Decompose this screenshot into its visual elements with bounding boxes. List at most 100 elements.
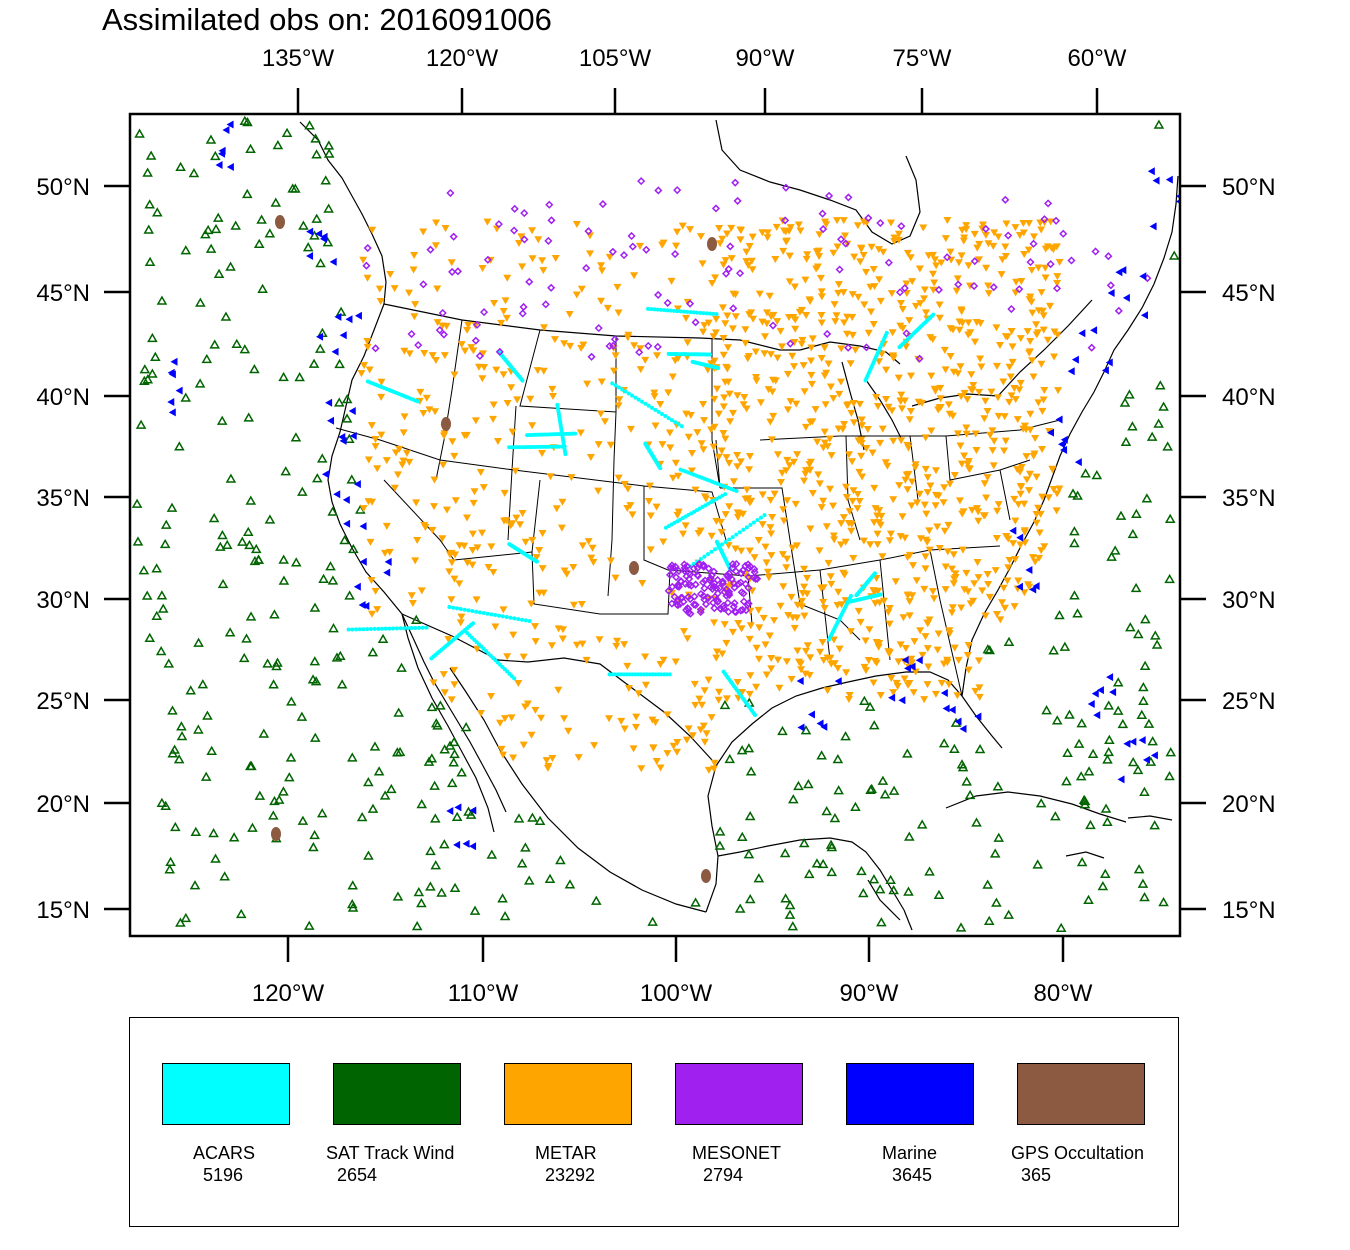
left-tick-label: 30°N [36,587,90,614]
marine-marker [974,712,982,721]
metar-marker [783,370,792,378]
mesonet-marker [1029,239,1038,248]
metar-marker [451,551,460,559]
marine-marker [1150,751,1158,760]
mesonet-marker [710,582,719,592]
metar-marker [903,249,912,257]
metar-marker [699,401,708,409]
metar-marker [803,574,812,582]
metar-marker [900,534,909,542]
metar-marker [487,543,496,551]
mesonet-marker [674,582,683,591]
sat-track-wind-marker [1151,639,1163,649]
metar-marker [800,388,809,396]
sat-track-wind-marker [1117,718,1129,729]
metar-marker [1027,266,1036,274]
sat-track-wind-marker [1003,909,1014,919]
metar-marker [981,397,990,405]
mesonet-marker [934,285,943,294]
metar-marker [848,458,857,466]
sat-track-wind-marker [1078,794,1090,804]
metar-marker [400,347,409,355]
metar-marker [548,393,557,401]
metar-marker [903,486,912,494]
mesonet-marker [781,216,790,225]
marine-marker [1096,686,1104,695]
acars-marker [451,605,456,610]
metar-marker [400,413,409,421]
left-tick-label: 40°N [36,384,90,411]
right-tick-label: 25°N [1222,688,1276,715]
metar-marker [830,301,839,309]
sat-track-wind-marker [1104,734,1115,744]
metar-marker [695,695,704,703]
metar-marker [509,754,518,762]
metar-marker [755,624,764,632]
sat-track-wind-marker [284,772,295,782]
metar-marker [714,453,723,461]
sat-track-wind-marker [1137,878,1149,888]
metar-marker [937,259,946,267]
metar-marker [920,501,929,509]
sat-track-wind-marker [984,645,996,655]
marine-marker [948,705,956,714]
metar-marker [763,234,772,242]
sat-track-wind-marker [239,344,251,354]
marine-marker [339,436,347,445]
marine-marker [469,842,477,851]
metar-marker [431,356,440,364]
metar-marker [1041,274,1050,282]
metar-marker [974,657,983,665]
sat-track-wind-marker [1064,709,1075,719]
mesonet-marker [730,599,739,608]
mesonet-marker [727,575,736,584]
acars-marker [676,422,681,427]
metar-marker [943,217,952,225]
metar-marker [614,402,623,410]
metar-marker [842,669,851,677]
metar-marker [569,564,578,572]
mesonet-marker [547,283,556,292]
metar-marker [867,308,876,316]
acars-marker [508,615,513,620]
acars-marker [734,489,739,494]
metar-marker [791,316,800,324]
metar-marker [528,255,537,263]
metar-marker [1019,229,1028,237]
acars-marker [691,310,696,315]
metar-marker [674,508,683,516]
sat-track-wind-marker [264,228,276,238]
metar-marker [766,524,775,532]
metar-marker [767,665,776,673]
top-axis-labels: 135°W 120°W 105°W 90°W 75°W 60°W [262,45,1127,72]
metar-marker [542,757,551,765]
marine-marker [1149,222,1157,231]
sat-track-wind-marker [833,785,844,795]
sat-track-wind-marker [1165,747,1177,757]
metar-marker [700,322,709,330]
mesonet-marker [587,352,596,361]
sat-track-wind-marker [877,775,889,785]
metar-marker [784,611,793,619]
metar-marker [646,546,655,554]
sat-track-wind-marker [210,150,221,161]
gps-occultation-marker [707,237,717,251]
sat-track-wind-marker [779,848,791,858]
metar-marker [745,635,754,643]
marine-marker [959,724,967,733]
sat-track-wind-marker [961,776,972,786]
metar-marker [629,745,638,753]
mesonet-marker [724,265,733,274]
mesonet-marker [683,562,692,571]
sat-track-wind-marker [311,149,322,159]
sat-track-wind-marker [564,879,576,889]
metar-marker [1028,554,1037,562]
metar-marker [859,537,868,545]
metar-marker [1012,278,1021,286]
metar-marker [527,600,536,608]
acars-marker [734,532,739,537]
sat-track-wind-marker [430,718,442,728]
metar-marker [708,280,717,288]
acars-marker [675,309,680,314]
mesonet-marker [696,605,705,614]
